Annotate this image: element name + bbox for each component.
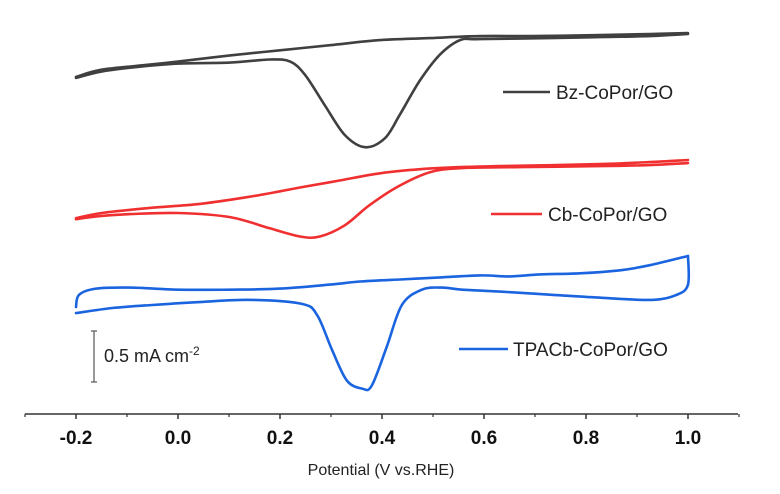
x-tick-label: 0.0 bbox=[165, 428, 191, 449]
cathodic-branch-bz-copor-go bbox=[74, 32, 690, 149]
x-tick-label: 0.6 bbox=[471, 428, 497, 449]
scale-bar-label: 0.5 mA cm-2 bbox=[104, 344, 200, 366]
x-tick-label: 0.4 bbox=[369, 428, 396, 449]
curves-layer bbox=[74, 31, 691, 392]
anodic-branch-tpacb-copor-go bbox=[74, 254, 690, 309]
x-axis: -0.2 0.0 0.2 0.4 0.6 0.8 1.0 Potential (V vs.R… bbox=[24, 413, 740, 479]
scale-bar-label-sup: -2 bbox=[189, 344, 200, 358]
anodic-branch-cb-copor-go bbox=[74, 158, 690, 220]
x-axis-title: Potential (V vs.RHE) bbox=[308, 462, 455, 479]
scale-bar: 0.5 mA cm-2 bbox=[91, 330, 200, 383]
cathodic-branch-tpacb-copor-go bbox=[74, 254, 691, 392]
series-cb-copor-go bbox=[74, 158, 690, 240]
cathodic-branch-cb-copor-go bbox=[74, 161, 690, 240]
anodic-branch-bz-copor-go bbox=[74, 31, 690, 79]
legend-item-tpacb: TPACb-CoPor/GO bbox=[459, 340, 668, 361]
x-tick-label: 0.2 bbox=[267, 428, 293, 449]
x-tick-label: 0.8 bbox=[573, 428, 599, 449]
legend-label-tpacb: TPACb-CoPor/GO bbox=[513, 340, 668, 361]
legend-item-cb: Cb-CoPor/GO bbox=[491, 205, 667, 226]
series-bz-copor-go bbox=[74, 31, 690, 149]
scale-bar-label-main: 0.5 mA cm bbox=[104, 346, 189, 366]
x-tick-label: -0.2 bbox=[60, 428, 93, 449]
series-tpacb-copor-go bbox=[74, 254, 691, 392]
x-tick-label: 1.0 bbox=[675, 428, 701, 449]
legend-label-cb: Cb-CoPor/GO bbox=[548, 205, 667, 226]
legend-label-bz: Bz-CoPor/GO bbox=[556, 83, 673, 104]
legend-item-bz: Bz-CoPor/GO bbox=[503, 83, 673, 104]
legend: Bz-CoPor/GO Cb-CoPor/GO TPACb-CoPor/GO bbox=[459, 83, 673, 361]
x-ticks bbox=[24, 414, 740, 419]
x-tick-labels: -0.2 0.0 0.2 0.4 0.6 0.8 1.0 bbox=[60, 428, 702, 449]
